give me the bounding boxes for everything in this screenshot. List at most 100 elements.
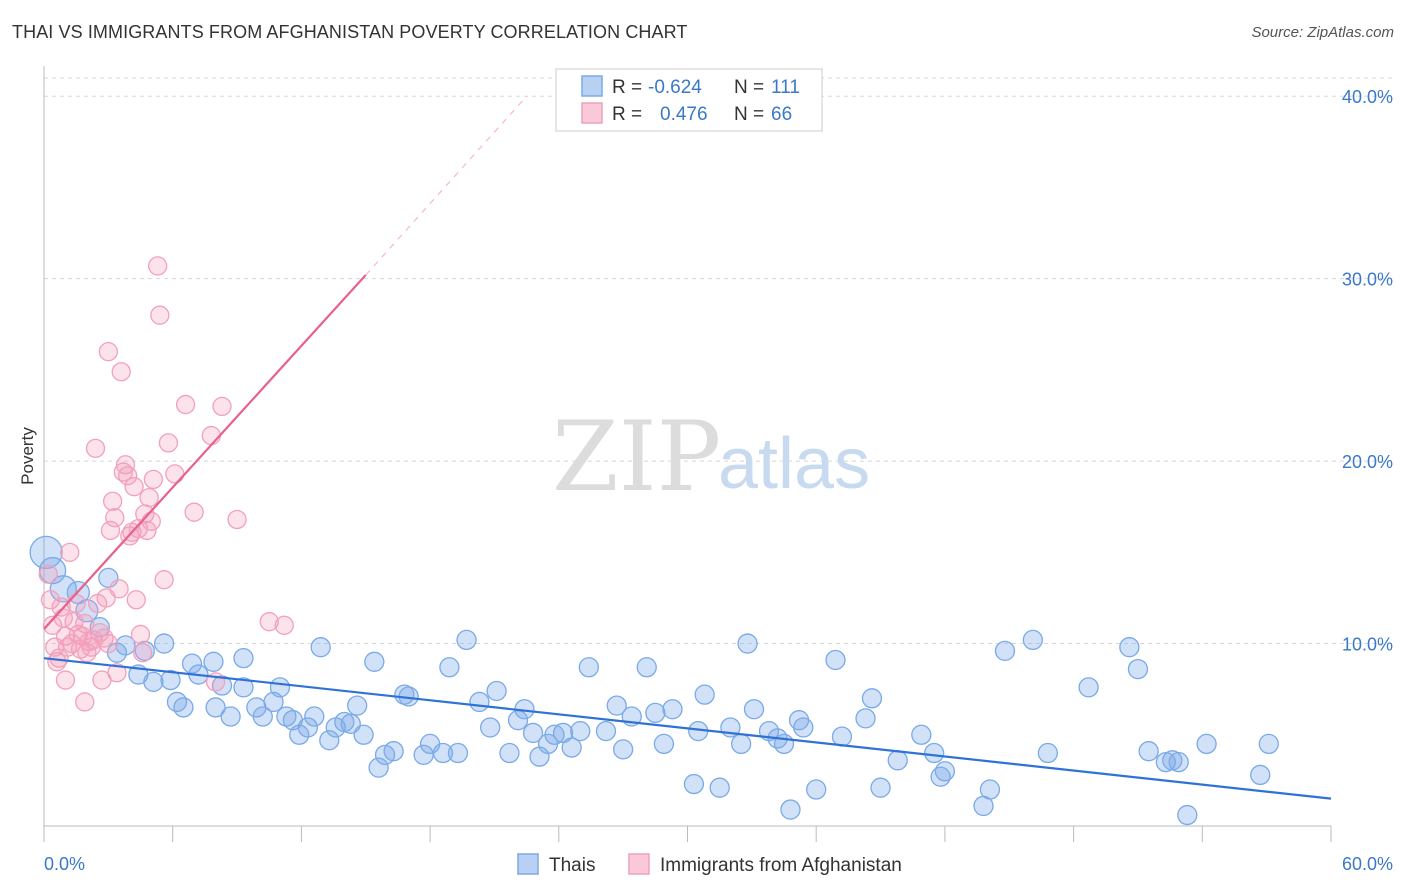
thai-point-54	[486, 680, 507, 702]
legend-r-value-thai: -0.624	[648, 77, 702, 98]
thai-trendline	[43, 657, 1332, 800]
bottom-legend-label-afghan: Immigrants from Afghanistan	[660, 855, 902, 876]
thai-point-22	[233, 677, 254, 698]
thai-point-73	[662, 699, 683, 720]
series-afghan	[38, 256, 294, 712]
afghan-point-33	[105, 508, 125, 528]
afghan-point-52	[148, 256, 168, 276]
thai-point-94	[887, 750, 908, 771]
afghan-point-42	[124, 477, 144, 497]
thai-point-53	[480, 717, 501, 738]
legend-swatch-afghan	[581, 102, 603, 124]
legend-n-value-afghan: 66	[771, 104, 792, 125]
legend-r-label-afghan: R =	[612, 104, 642, 125]
thai-point-79	[730, 733, 752, 755]
afghan-point-30	[98, 633, 118, 654]
thai-point-64	[570, 720, 591, 742]
thai-point-38	[347, 695, 368, 716]
afghan-point-0	[38, 564, 58, 584]
thai-point-2	[49, 575, 77, 603]
thai-point-49	[439, 657, 460, 678]
thai-point-31	[297, 717, 318, 738]
thai-point-95	[911, 724, 932, 745]
thai-point-91	[855, 708, 876, 729]
afghan-point-46	[133, 643, 153, 663]
afghan-point-13	[66, 593, 86, 614]
thai-point-8	[115, 635, 136, 656]
thai-point-37	[340, 713, 361, 734]
thai-point-61	[544, 724, 565, 745]
thai-point-48	[432, 742, 454, 764]
thai-point-80	[737, 633, 758, 654]
thai-point-96	[924, 742, 945, 764]
thai-point-63	[561, 737, 582, 758]
y-axis-label: Poverty	[18, 427, 37, 485]
afghan-point-2	[42, 615, 63, 635]
thai-point-19	[205, 697, 226, 718]
thai-point-77	[709, 777, 730, 798]
afghan-point-32	[102, 491, 123, 511]
y-tick-label-0: 10.0%	[1342, 635, 1393, 655]
afghan-point-55	[158, 433, 179, 453]
legend-n-label-afghan: N =	[734, 104, 764, 125]
thai-point-89	[825, 649, 846, 671]
thai-point-100	[979, 779, 1001, 800]
afghan-point-43	[126, 590, 146, 610]
afghan-point-64	[274, 615, 294, 635]
thai-point-39	[353, 724, 374, 745]
thai-point-40	[364, 651, 385, 672]
afghan-point-1	[40, 590, 61, 610]
thai-point-71	[645, 702, 666, 724]
thai-point-33	[310, 637, 331, 658]
chart-title: THAI VS IMMIGRANTS FROM AFGHANISTAN POVE…	[12, 22, 688, 42]
watermark-zip: ZIP	[552, 401, 721, 513]
thai-point-34	[319, 730, 340, 751]
afghan-point-61	[212, 396, 232, 417]
afghan-point-45	[130, 624, 151, 645]
series-thais	[29, 535, 1279, 826]
axes	[43, 66, 1332, 842]
thai-point-55	[499, 742, 520, 764]
thai-point-13	[160, 669, 181, 691]
thai-point-113	[1250, 764, 1271, 786]
afghan-point-54	[154, 570, 174, 590]
thai-point-16	[181, 653, 203, 674]
thai-point-112	[1196, 733, 1217, 755]
bottom-legend-swatch-thai	[517, 853, 539, 875]
y-tick-label-1: 20.0%	[1342, 452, 1393, 472]
afghan-trendline	[43, 274, 367, 630]
legend-r-label-thai: R =	[612, 77, 642, 98]
thai-point-111	[1177, 804, 1198, 826]
thai-point-68	[613, 739, 634, 760]
thai-point-15	[173, 697, 194, 718]
thai-point-21	[220, 706, 241, 727]
afghan-point-51	[143, 469, 164, 490]
afghan-point-18	[75, 692, 95, 712]
legend-r-value-afghan: 0.476	[660, 104, 708, 125]
thai-point-90	[831, 726, 853, 747]
afghan-point-49	[139, 487, 159, 508]
chart-source: Source: ZipAtlas.com	[1251, 24, 1394, 41]
thai-point-107	[1138, 741, 1159, 762]
legend-n-label-thai: N =	[734, 77, 764, 98]
legend-n-value-thai: 111	[771, 77, 800, 98]
thai-point-43	[383, 741, 404, 762]
thai-point-92	[861, 688, 883, 709]
thai-point-65	[578, 657, 599, 678]
thai-point-98	[934, 761, 956, 782]
watermark-atlas: atlas	[718, 424, 870, 504]
thai-point-23	[233, 648, 254, 669]
thai-point-88	[806, 779, 827, 800]
afghan-point-62	[227, 509, 247, 530]
thai-point-114	[1258, 733, 1279, 755]
thai-point-102	[1022, 629, 1043, 651]
afghan-point-29	[98, 342, 118, 362]
thai-point-58	[522, 722, 544, 744]
afghan-point-10	[60, 542, 80, 562]
afghan-trendline-extension	[365, 95, 528, 276]
afghan-point-48	[137, 520, 157, 541]
afghan-point-17	[75, 613, 95, 634]
thai-point-28	[276, 706, 297, 727]
thai-point-27	[269, 677, 291, 698]
legend-swatch-thai	[581, 75, 603, 97]
